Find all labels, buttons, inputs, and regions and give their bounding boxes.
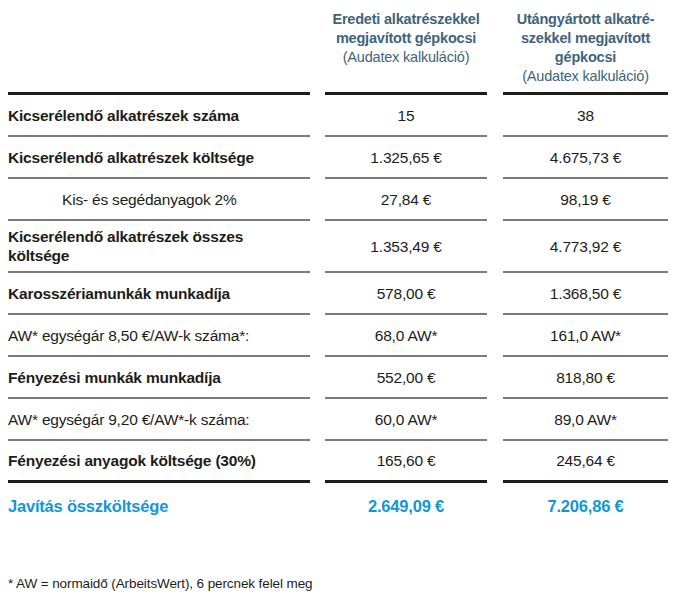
column-header-aftermarket: Utángyártott alkatré- szekkel megjavítot… [503,6,668,95]
row-label: Kicserélendő alkatrészek száma [8,95,310,137]
column-header-aftermarket-title: Utángyártott alkatré- szekkel megjavítot… [503,10,668,67]
total-original-value: 2.649,09 € [325,483,487,529]
original-value: 1.353,49 € [325,221,487,273]
repair-cost-comparison-page: Eredeti alkatrészekkel megjavított gépko… [0,0,676,600]
row-label: Fényezési munkák munkadíja [8,357,310,399]
row-label: Fényezési anyagok költsége (30%) [8,441,310,483]
aftermarket-value: 245,64 € [503,441,668,483]
column-header-aftermarket-subtitle: (Audatex kalkuláció) [503,67,668,86]
aftermarket-value: 818,80 € [503,357,668,399]
original-value: 578,00 € [325,273,487,315]
total-row-label: Javítás összköltsége [8,483,310,529]
aftermarket-value: 4.675,73 € [503,137,668,179]
aftermarket-value: 89,0 AW* [503,399,668,441]
row-label: Kicserélendő alkatrészek költsége [8,137,310,179]
original-value: 27,84 € [325,179,487,221]
aftermarket-value: 1.368,50 € [503,273,668,315]
row-label: Kicserélendő alkatrészek összes költsége [8,221,310,273]
original-value: 1.325,65 € [325,137,487,179]
row-label: AW* egységár 9,20 €/AW*-k száma: [8,399,310,441]
aw-footnote: * AW = normaidő (ArbeitsWert), 6 percnek… [8,576,668,591]
aftermarket-value: 38 [503,95,668,137]
total-aftermarket-value: 7.206,86 € [503,483,668,529]
original-value: 60,0 AW* [325,399,487,441]
original-value: 552,00 € [325,357,487,399]
column-header-original-title: Eredeti alkatrészekkel megjavított gépko… [325,10,487,48]
original-value: 68,0 AW* [325,315,487,357]
header-empty-cell [8,6,310,95]
original-value: 15 [325,95,487,137]
row-label: Karosszériamunkák munkadíja [8,273,310,315]
row-label: Kis- és segédanyagok 2% [8,179,310,221]
column-header-original: Eredeti alkatrészekkel megjavított gépko… [325,6,487,95]
original-value: 165,60 € [325,441,487,483]
comparison-table: Eredeti alkatrészekkel megjavított gépko… [8,6,668,529]
row-label: AW* egységár 8,50 €/AW-k száma*: [8,315,310,357]
aftermarket-value: 161,0 AW* [503,315,668,357]
aftermarket-value: 4.773,92 € [503,221,668,273]
aftermarket-value: 98,19 € [503,179,668,221]
column-header-original-subtitle: (Audatex kalkuláció) [325,48,487,67]
